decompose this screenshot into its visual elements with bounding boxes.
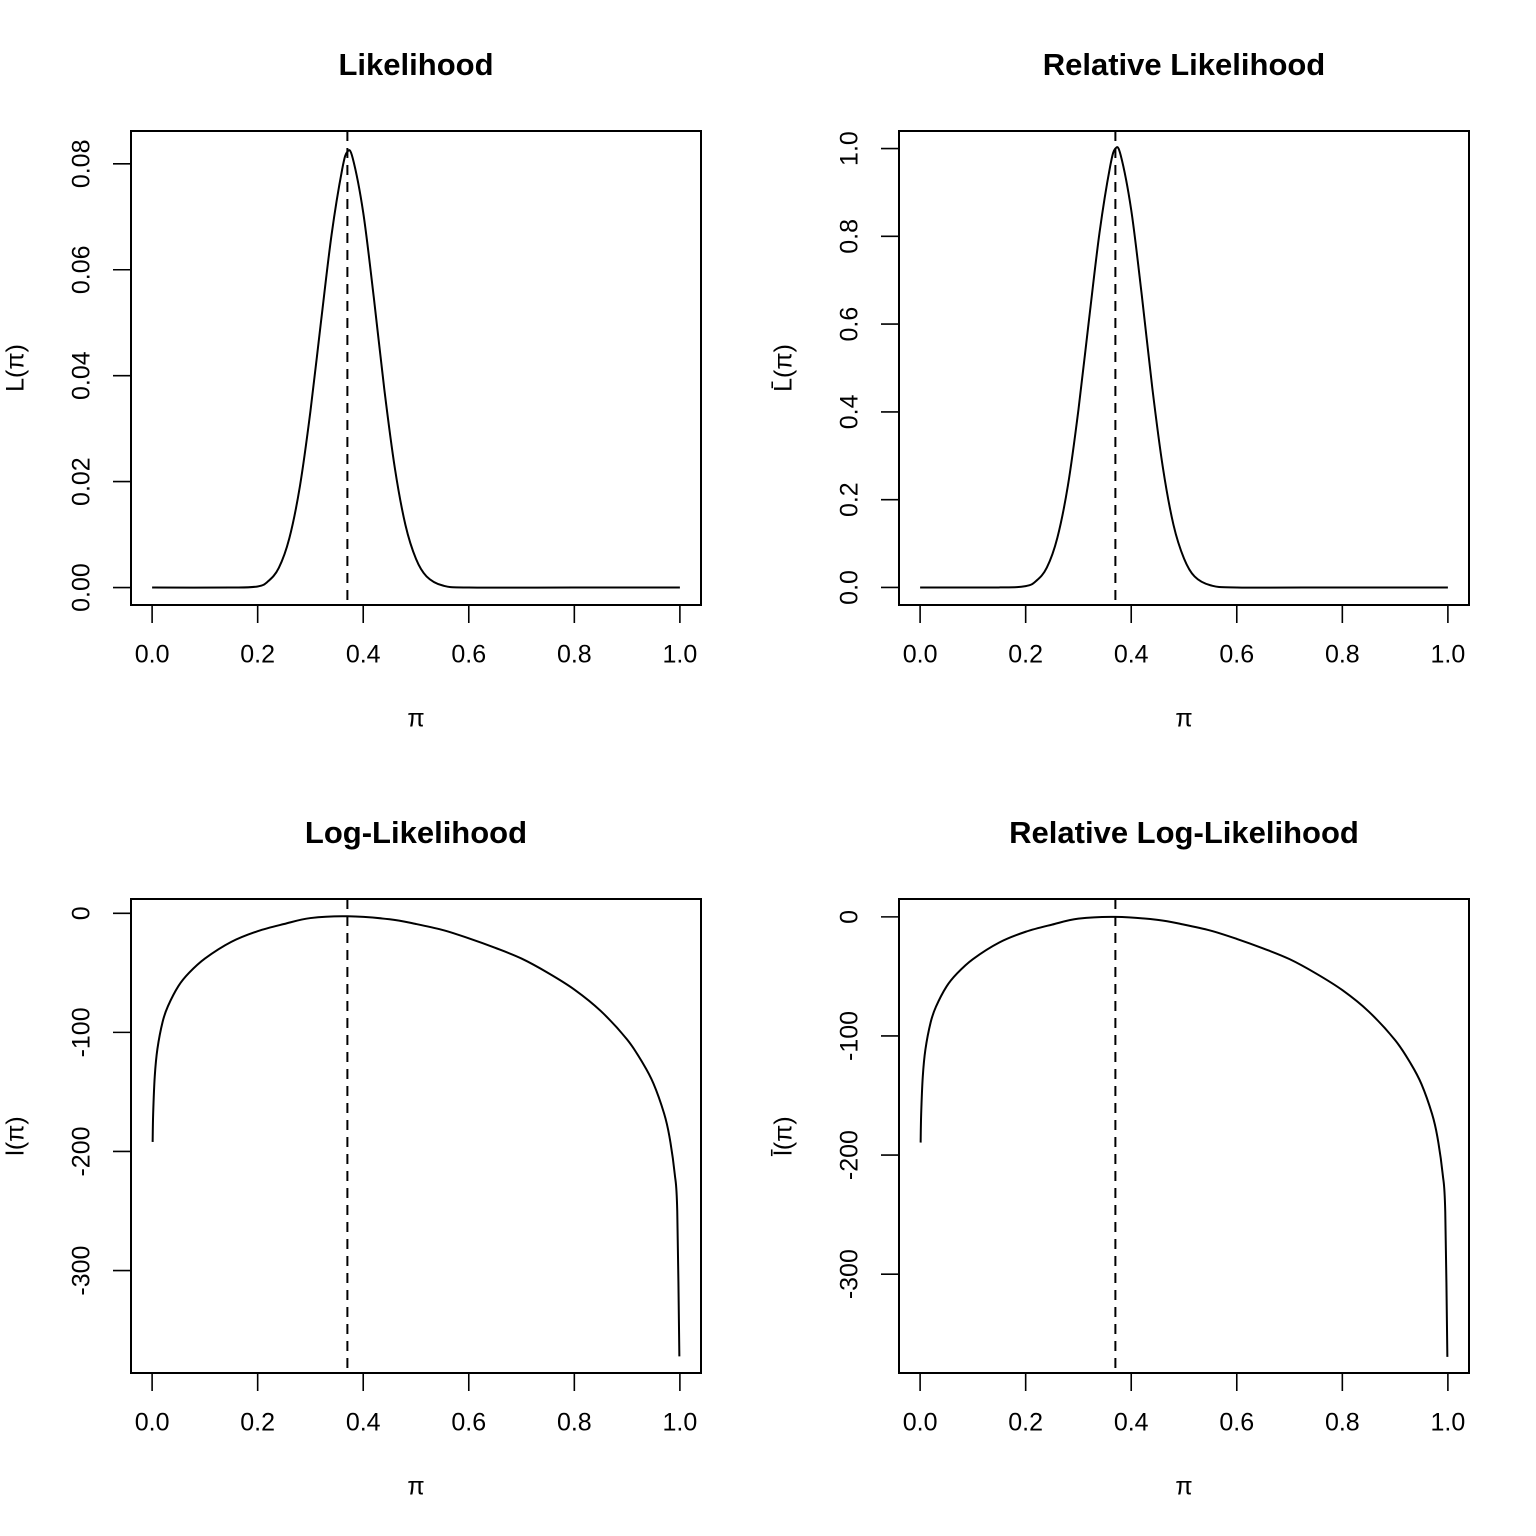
relative-likelihood-plot-frame <box>898 130 1470 606</box>
log-likelihood-panel: Log-Likelihood 0.0 0.2 0.4 0.6 0.8 1.0 0 -100 -20… <box>2 815 702 1501</box>
relative-likelihood-x-tick-label: 1.0 <box>1431 641 1466 669</box>
relative-log-likelihood-y-tick-label: 0 <box>836 910 864 924</box>
relative-log-likelihood-x-axis-label: π <box>1175 1473 1192 1501</box>
likelihood-y-tick-label: 0.00 <box>68 563 96 612</box>
likelihood-y-axis-label: L(π) <box>2 344 30 392</box>
likelihood-curve <box>152 149 680 589</box>
likelihood-y-tick-label: 0.08 <box>68 139 96 188</box>
relative-log-likelihood-title: Relative Log-Likelihood <box>1009 815 1359 850</box>
relative-log-likelihood-x-tick-label: 0.2 <box>1008 1409 1043 1437</box>
relative-log-likelihood-curve <box>919 915 1449 1357</box>
log-likelihood-x-tick-label: 0.2 <box>240 1409 275 1437</box>
likelihood-x-tick-label: 1.0 <box>663 641 698 669</box>
relative-likelihood-x-tick-label: 0.4 <box>1114 641 1149 669</box>
relative-log-likelihood-x-tick-label: 0.8 <box>1325 1409 1360 1437</box>
relative-log-likelihood-y-tick-label: -100 <box>836 1011 864 1061</box>
likelihood-y-tick-label: 0.06 <box>68 245 96 294</box>
log-likelihood-x-tick-label: 0.6 <box>451 1409 486 1437</box>
relative-likelihood-y-axis-label: L̄(π) <box>770 344 798 392</box>
likelihood-x-tick-label: 0.4 <box>346 641 381 669</box>
likelihood-panel: Likelihood 0.0 0.2 0.4 0.6 0.8 1.0 0.00 0.02 0.04… <box>2 47 702 733</box>
likelihood-plot-frame <box>130 130 702 606</box>
log-likelihood-x-tick-label: 0.4 <box>346 1409 381 1437</box>
log-likelihood-y-tick-label: -200 <box>68 1126 96 1176</box>
relative-likelihood-y-tick-label: 0.8 <box>836 219 864 254</box>
relative-likelihood-panel: Relative Likelihood 0.0 0.2 0.4 0.6 0.8 1.0 0.0… <box>770 47 1470 733</box>
relative-likelihood-x-tick-label: 0.0 <box>903 641 938 669</box>
relative-log-likelihood-x-tick-label: 1.0 <box>1431 1409 1466 1437</box>
log-likelihood-y-tick-label: -300 <box>68 1246 96 1296</box>
likelihood-x-tick-label: 0.6 <box>451 641 486 669</box>
log-likelihood-x-axis-label: π <box>407 1473 424 1501</box>
relative-log-likelihood-y-tick-label: -300 <box>836 1249 864 1299</box>
relative-log-likelihood-y-axis-label: l̄(π) <box>769 1116 797 1157</box>
relative-likelihood-y-tick-label: 1.0 <box>836 131 864 166</box>
log-likelihood-title: Log-Likelihood <box>305 815 527 850</box>
likelihood-x-tick-label: 0.2 <box>240 641 275 669</box>
log-likelihood-x-tick-label: 0.8 <box>557 1409 592 1437</box>
likelihood-y-tick-label: 0.02 <box>68 457 96 506</box>
relative-log-likelihood-x-tick-label: 0.0 <box>903 1409 938 1437</box>
relative-log-likelihood-x-tick-label: 0.4 <box>1114 1409 1149 1437</box>
relative-likelihood-y-tick-label: 0.2 <box>836 482 864 517</box>
likelihood-y-tick-label: 0.04 <box>68 351 96 400</box>
log-likelihood-x-tick-label: 0.0 <box>135 1409 170 1437</box>
relative-log-likelihood-x-tick-label: 0.6 <box>1219 1409 1254 1437</box>
log-likelihood-x-tick-label: 1.0 <box>663 1409 698 1437</box>
likelihood-x-axis-label: π <box>407 705 424 733</box>
relative-likelihood-x-tick-label: 0.8 <box>1325 641 1360 669</box>
likelihood-x-tick-label: 0.0 <box>135 641 170 669</box>
relative-likelihood-x-tick-label: 0.6 <box>1219 641 1254 669</box>
relative-likelihood-y-tick-label: 0.6 <box>836 307 864 342</box>
log-likelihood-y-tick-label: -100 <box>68 1007 96 1057</box>
relative-likelihood-y-tick-label: 0.4 <box>836 394 864 429</box>
log-likelihood-plot-frame <box>130 898 702 1374</box>
relative-likelihood-title: Relative Likelihood <box>1043 47 1326 82</box>
likelihood-x-tick-label: 0.8 <box>557 641 592 669</box>
relative-log-likelihood-panel: Relative Log-Likelihood 0.0 0.2 0.4 0.6 0.8 1.… <box>769 815 1470 1501</box>
relative-likelihood-x-tick-label: 0.2 <box>1008 641 1043 669</box>
relative-likelihood-curve <box>920 146 1448 589</box>
likelihood-title: Likelihood <box>339 47 494 82</box>
log-likelihood-y-tick-label: 0 <box>68 906 96 920</box>
relative-likelihood-x-axis-label: π <box>1175 705 1192 733</box>
log-likelihood-curve <box>151 915 681 1357</box>
relative-log-likelihood-y-tick-label: -200 <box>836 1130 864 1180</box>
relative-log-likelihood-plot-frame <box>898 898 1470 1374</box>
relative-likelihood-y-tick-label: 0.0 <box>836 570 864 605</box>
log-likelihood-y-axis-label: l(π) <box>2 1116 30 1155</box>
